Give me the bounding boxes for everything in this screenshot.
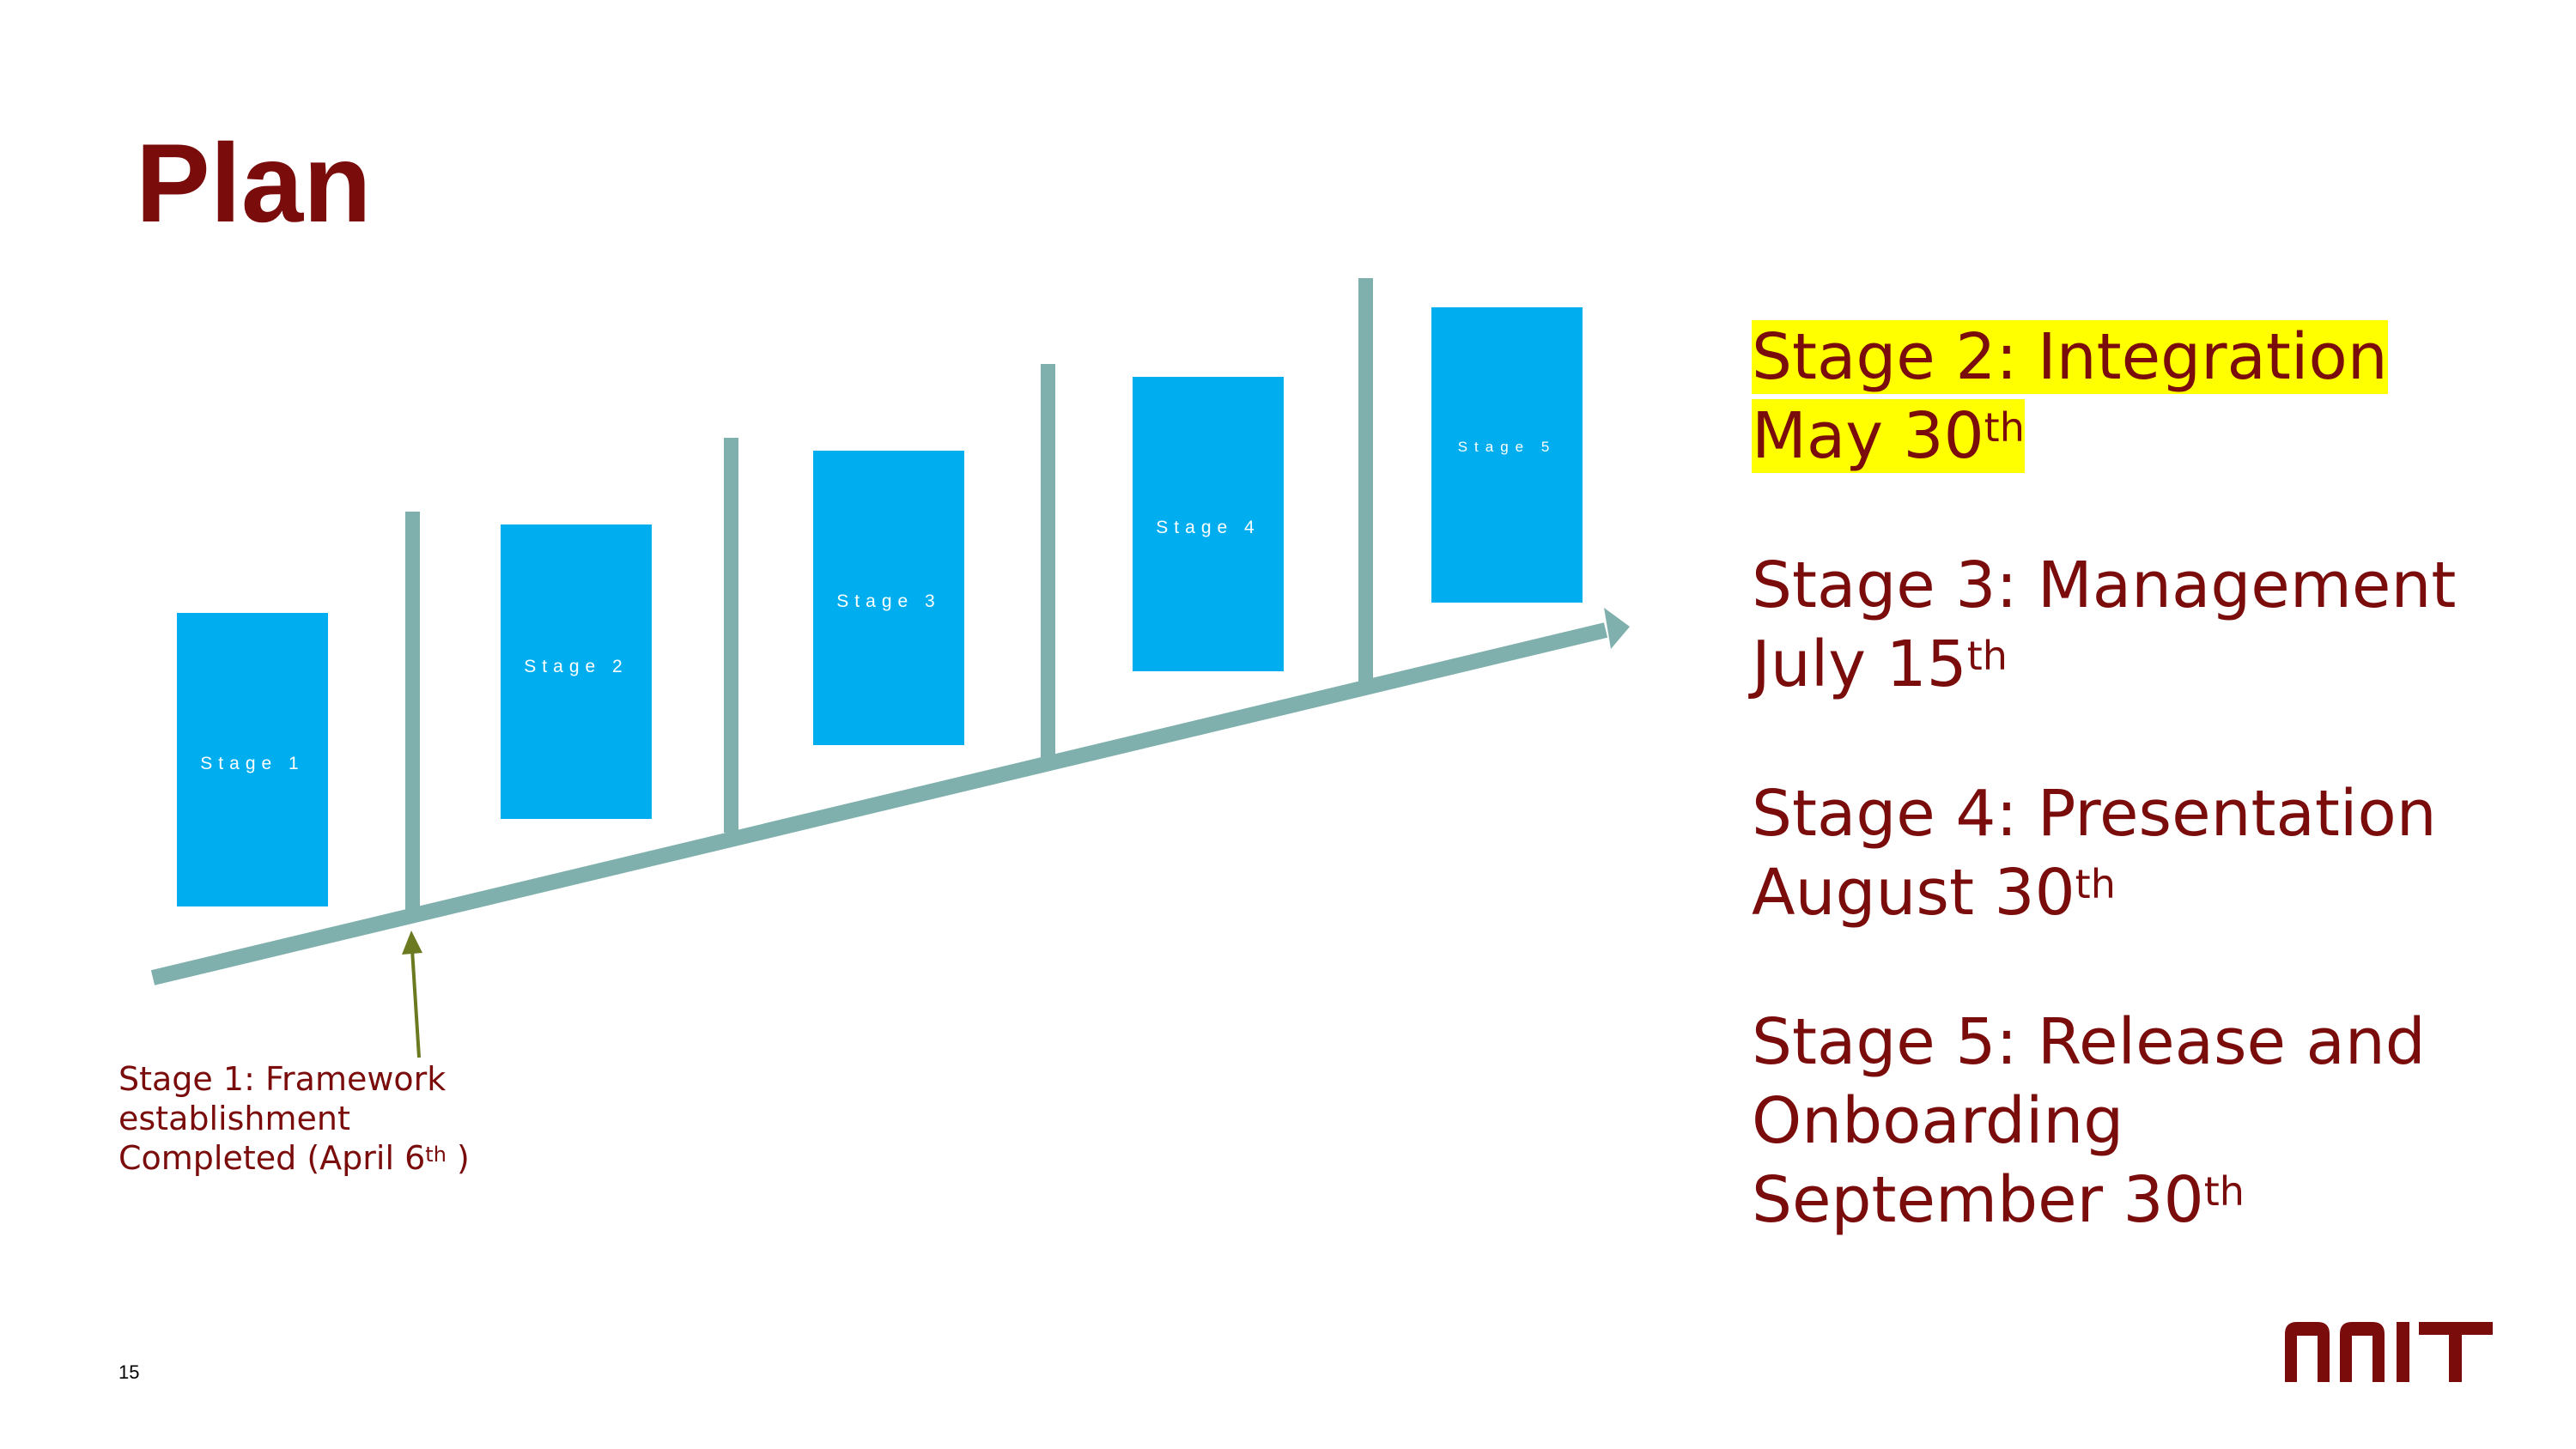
stage-box-label: Stage 5 [1458, 439, 1557, 455]
note-line: Completed (April 6th ) [118, 1138, 565, 1178]
slide-title: Plan [136, 120, 372, 246]
milestone-date-suffix: th [2203, 1168, 2245, 1215]
milestone-stage-2: Stage 2: Integration May 30th [1752, 318, 2559, 476]
milestone-date: May 30 [1752, 399, 1984, 473]
stage-box [1133, 377, 1284, 671]
milestone-list: Stage 2: Integration May 30th Stage 3: M… [1752, 318, 2559, 1310]
stage1-pointer-arrowhead [402, 931, 422, 955]
milestone-title: Stage 3: Management [1752, 549, 2457, 622]
note-line: establishment [118, 1100, 350, 1137]
milestone-date-suffix: th [1984, 404, 2025, 451]
nnit-logo [2285, 1322, 2493, 1382]
milestone-date-suffix: th [1966, 633, 2008, 679]
milestone-title: Stage 5: Release and [1752, 1005, 2426, 1079]
stage-box-label: Stage 2 [524, 657, 628, 676]
milestone-date-suffix: th [2075, 861, 2116, 907]
stage-box [1431, 307, 1583, 603]
timeline-axis [150, 622, 1608, 985]
milestone-title: Stage 4: Presentation [1752, 777, 2437, 851]
stage-divider [724, 438, 738, 833]
note-line: Stage 1: Framework [118, 1060, 447, 1098]
stage-box [501, 524, 652, 819]
stage-box-label: Stage 4 [1156, 518, 1260, 537]
note-text: ) [446, 1139, 470, 1177]
stage1-pointer-arrow [410, 949, 421, 1058]
milestone-stage-3: Stage 3: Management July 15th [1752, 546, 2559, 704]
stage-box [177, 613, 328, 906]
milestone-title-cont: Onboarding [1752, 1084, 2124, 1158]
stage-box-label: Stage 3 [836, 591, 940, 611]
stage-divider [1041, 364, 1055, 759]
stage-box [813, 451, 964, 745]
stage-divider [1358, 278, 1373, 685]
stage1-completion-note: Stage 1: Framework establishment Complet… [118, 1059, 565, 1178]
stage-box-label: Stage 1 [200, 754, 304, 773]
milestone-stage-4: Stage 4: Presentation August 30th [1752, 774, 2559, 932]
note-superscript: th [425, 1143, 447, 1167]
timeline-arrowhead [1604, 608, 1630, 649]
milestone-date: September 30 [1752, 1163, 2204, 1237]
milestone-stage-5: Stage 5: Release and Onboarding Septembe… [1752, 1003, 2559, 1240]
milestone-date: August 30 [1752, 856, 2075, 930]
note-text: Completed (April 6 [118, 1139, 426, 1177]
page-number: 15 [118, 1361, 140, 1383]
stage-divider [405, 512, 420, 910]
milestone-date: July 15 [1752, 627, 1967, 701]
milestone-title: Stage 2: Integration [1752, 320, 2388, 394]
